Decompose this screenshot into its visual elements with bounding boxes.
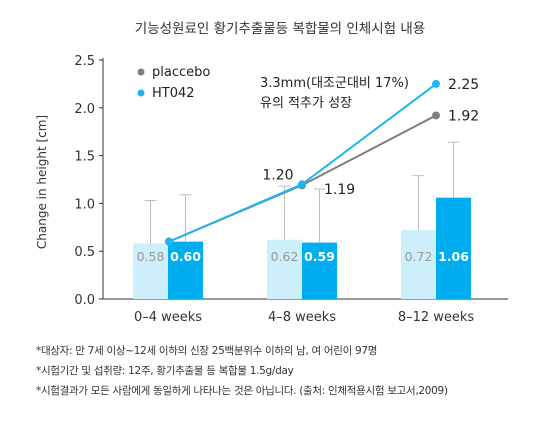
- y-tick-label: 0.5: [74, 245, 95, 260]
- bar-placebo: [401, 230, 436, 299]
- trend-point: [432, 111, 440, 120]
- cumulative-label: 2.25: [448, 77, 479, 93]
- legend-label: HT042: [152, 86, 195, 101]
- bar-value-label: 0.58: [137, 249, 165, 264]
- y-tick-label: 1.5: [74, 150, 95, 165]
- legend-marker-placebo: [137, 68, 145, 76]
- cumulative-label: 1.20: [262, 167, 293, 183]
- x-tick-label: 4–8 weeks: [268, 310, 336, 325]
- y-tick-label: 1.0: [74, 197, 95, 212]
- cumulative-label: 1.19: [324, 182, 355, 198]
- legend-label: placcebo: [152, 65, 210, 80]
- bar-value-label: 0.59: [304, 249, 335, 264]
- y-axis-label: Change in height [cm]: [35, 115, 49, 249]
- trend-line-placebo: [168, 114, 437, 243]
- x-tick-label: 8–12 weeks: [398, 310, 475, 325]
- bar-placebo: [267, 239, 302, 299]
- bar-placebo: [133, 243, 168, 299]
- trend-point: [432, 79, 440, 88]
- bar-value-label: 0.60: [170, 249, 201, 264]
- x-tick-label: 0–4 weeks: [134, 310, 202, 325]
- bar-ht042: [436, 197, 471, 299]
- trend-point: [165, 237, 173, 246]
- trend-point: [298, 180, 306, 189]
- footnotes: *대상자: 만 7세 이상~12세 이하의 신장 25백분위수 이하의 남, 여…: [36, 341, 541, 401]
- bar-ht042: [302, 242, 337, 299]
- cumulative-label: 1.92: [448, 108, 479, 124]
- annotation-line: 3.3mm(대조군대비 17%): [260, 76, 409, 91]
- bar-value-label: 0.62: [271, 249, 299, 264]
- chart: 기능성원료인 황기추출물등 복합물의 인체시험 내용 Change in hei…: [35, 21, 508, 325]
- legend-marker-ht042: [137, 89, 145, 97]
- footnote-period: *시험기간 및 섭취량: 12주, 황기추출물 등 복합물 1.5g/day: [36, 365, 294, 377]
- annotation-line: 유의 적추가 성장: [260, 96, 352, 111]
- footnote-subjects: *대상자: 만 7세 이상~12세 이하의 신장 25백분위수 이하의 남, 여…: [36, 345, 378, 357]
- bar-value-label: 0.72: [405, 249, 433, 264]
- footnote-disclaimer: *시험결과가 모든 사람에게 동일하게 나타나는 것은 아닙니다. (출처: 인…: [36, 385, 448, 397]
- chart-title: 기능성원료인 황기추출물등 복합물의 인체시험 내용: [135, 21, 425, 37]
- y-tick-label: 0.0: [74, 293, 95, 308]
- bar-ht042: [168, 241, 203, 299]
- bar-value-label: 1.06: [438, 249, 469, 264]
- y-tick-label: 2.5: [74, 54, 95, 69]
- y-tick-label: 2.0: [74, 102, 95, 117]
